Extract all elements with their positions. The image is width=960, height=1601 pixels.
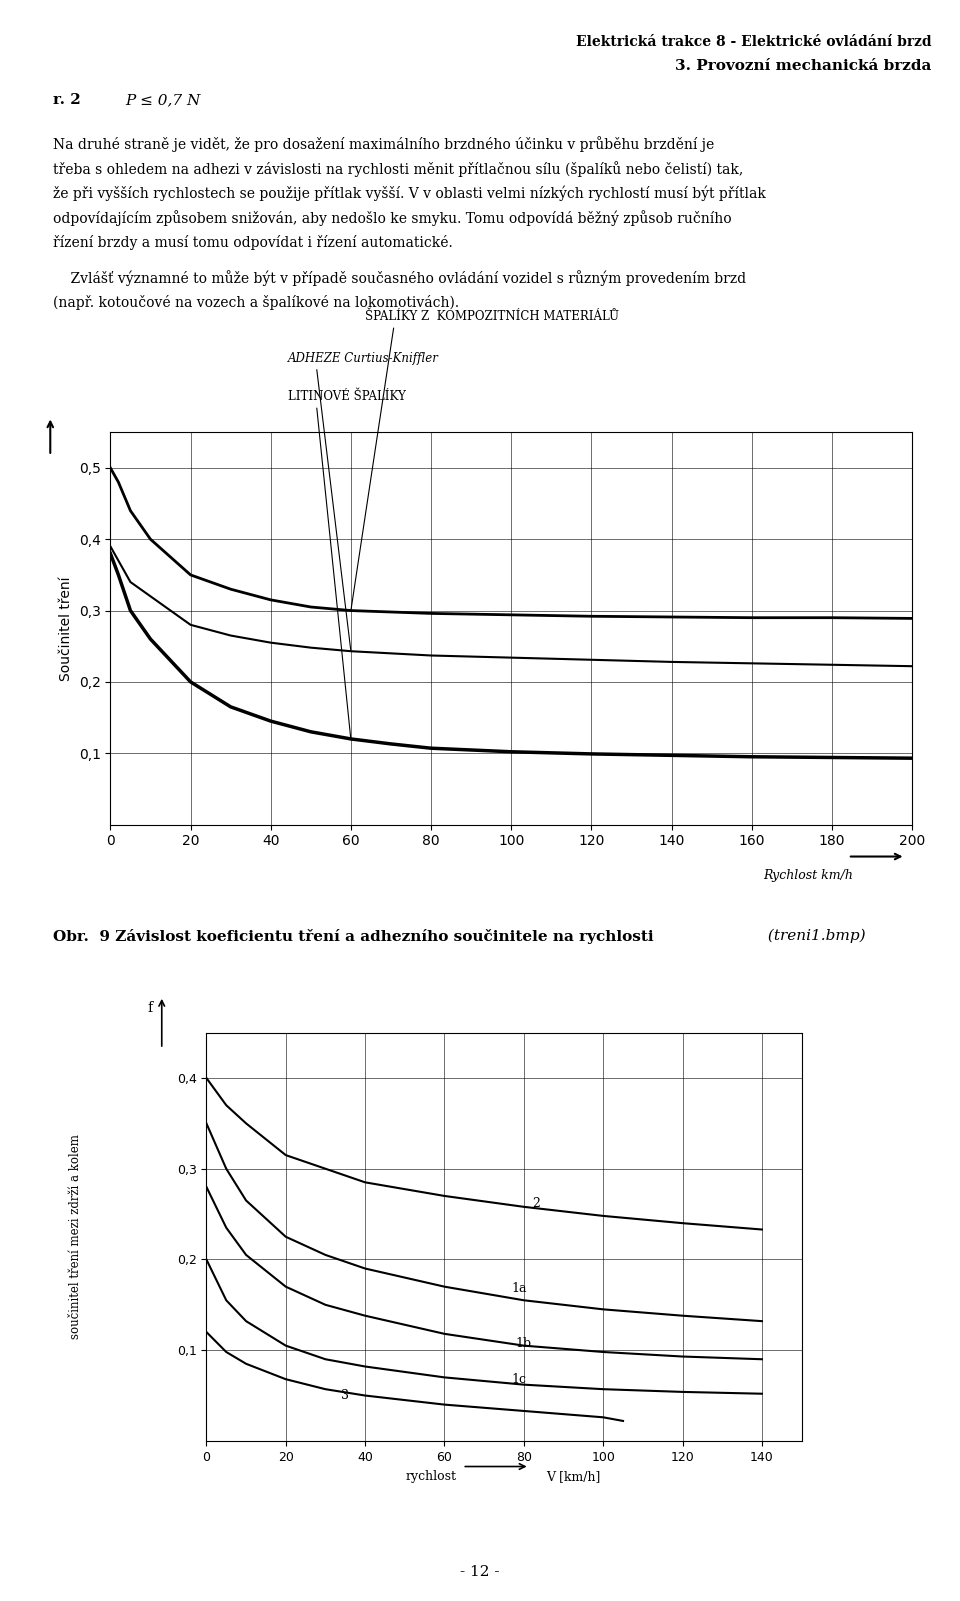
Text: - 12 -: - 12 - [460, 1566, 500, 1579]
Text: f: f [147, 1001, 153, 1015]
Text: 3: 3 [342, 1390, 349, 1402]
Text: V [km/h]: V [km/h] [545, 1470, 600, 1483]
Text: odpovídajícím způsobem snižován, aby nedošlo ke smyku. Tomu odpovídá běžný způso: odpovídajícím způsobem snižován, aby ned… [53, 210, 732, 226]
Text: ŠPALÍKY Z  KOMPOZITNÍCH MATERIÁLŮ: ŠPALÍKY Z KOMPOZITNÍCH MATERIÁLŮ [365, 311, 619, 323]
Text: 3. Provozní mechanická brzda: 3. Provozní mechanická brzda [675, 59, 931, 74]
Text: ADHEZE Curtius-Kniffler: ADHEZE Curtius-Kniffler [288, 352, 439, 365]
Text: Rychlost km/h: Rychlost km/h [763, 869, 852, 882]
Text: 1c: 1c [512, 1372, 527, 1386]
Text: 1a: 1a [512, 1282, 527, 1295]
Text: r. 2: r. 2 [53, 93, 81, 107]
Text: Na druhé straně je vidět, že pro dosažení maximálního brzdného účinku v průběhu : Na druhé straně je vidět, že pro dosažen… [53, 136, 714, 152]
Text: P ≤ 0,7 N: P ≤ 0,7 N [125, 93, 201, 107]
Text: třeba s ohledem na adhezi v závislosti na rychlosti měnit přítlačnou sílu (špalí: třeba s ohledem na adhezi v závislosti n… [53, 160, 743, 176]
Y-axis label: Součinitel tření: Součinitel tření [60, 576, 73, 680]
Text: rychlost: rychlost [405, 1470, 456, 1483]
Text: 1b: 1b [516, 1337, 532, 1350]
Text: řízení brzdy a musí tomu odpovídat i řízení automatické.: řízení brzdy a musí tomu odpovídat i říz… [53, 235, 452, 250]
Text: Obr.  9 Závislost koeficientu tření a adhezního součinitele na rychlosti: Obr. 9 Závislost koeficientu tření a adh… [53, 929, 654, 943]
Text: Zvlášť významné to může být v případě současného ovládání vozidel s různým prove: Zvlášť významné to může být v případě so… [53, 269, 746, 285]
Text: že při vyšších rychlostech se použije přítlak vyšší. V v oblasti velmi nízkých r: že při vyšších rychlostech se použije př… [53, 186, 766, 202]
Text: součinitel tření mezi zdržı́ a kolem: součinitel tření mezi zdržı́ a kolem [69, 1135, 82, 1338]
Text: 2: 2 [532, 1196, 540, 1210]
Text: (např. kotoučové na vozech a špalíkové na lokomotivách).: (např. kotoučové na vozech a špalíkové n… [53, 295, 459, 309]
Text: (treni1.bmp): (treni1.bmp) [763, 929, 866, 943]
Text: LITINOVÉ ŠPALÍKY: LITINOVÉ ŠPALÍKY [288, 391, 406, 403]
Text: Elektrická trakce 8 - Elektrické ovládání brzd: Elektrická trakce 8 - Elektrické ovládán… [576, 35, 931, 50]
